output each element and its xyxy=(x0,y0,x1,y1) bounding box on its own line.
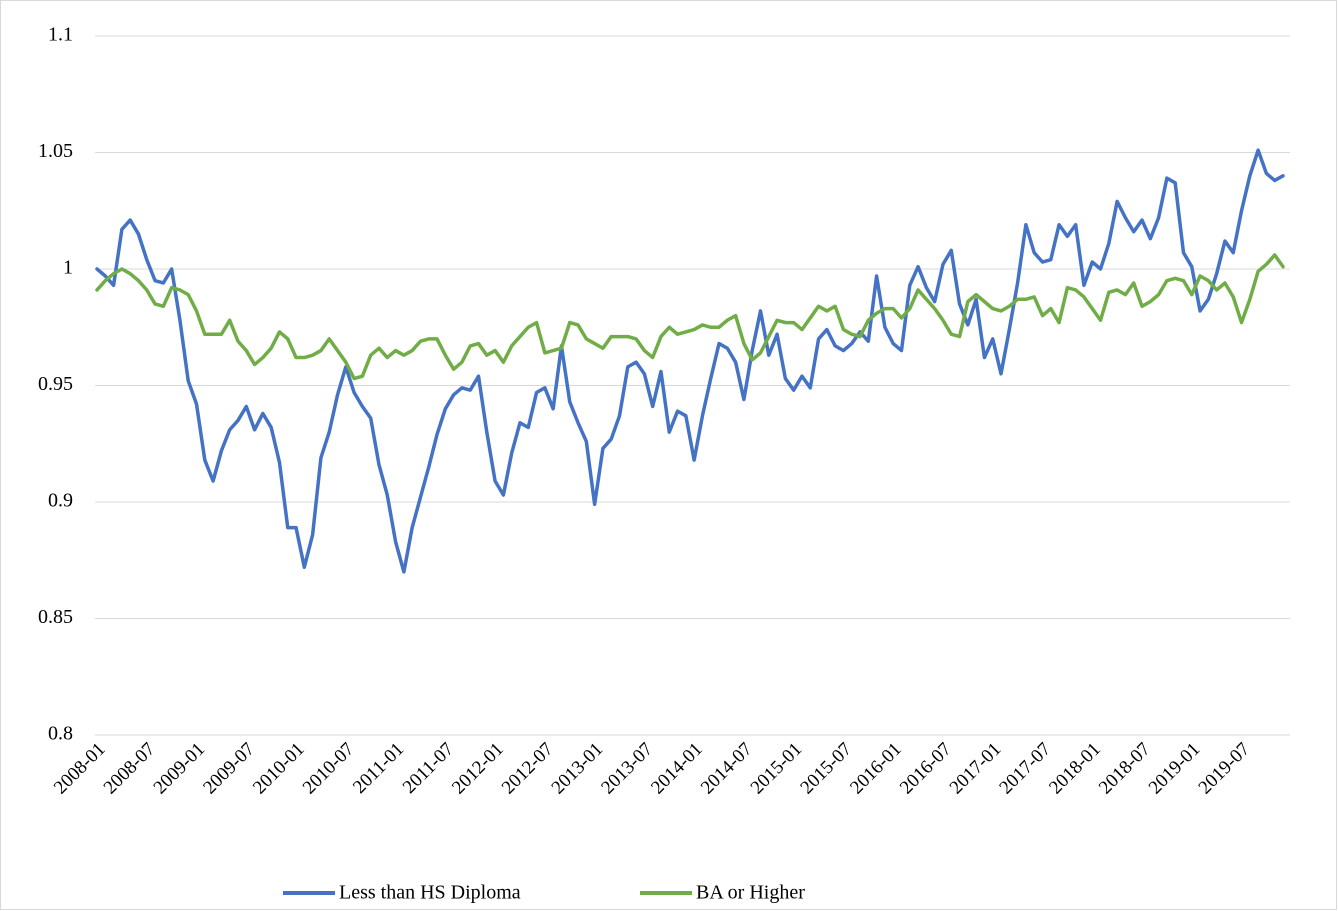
y-tick-label: 0.85 xyxy=(38,606,73,628)
series-line xyxy=(95,253,1285,381)
legend-label: BA or Higher xyxy=(696,882,805,904)
y-tick-label: 1.05 xyxy=(38,140,73,162)
series-line xyxy=(95,148,1285,574)
legend-label: Less than HS Diploma xyxy=(339,882,521,904)
y-tick-label: 0.8 xyxy=(48,723,73,745)
y-tick-label: 1.1 xyxy=(48,24,73,46)
y-tick-label: 0.95 xyxy=(38,373,73,395)
y-tick-label: 1 xyxy=(63,257,73,279)
y-tick-label: 0.9 xyxy=(48,490,73,512)
